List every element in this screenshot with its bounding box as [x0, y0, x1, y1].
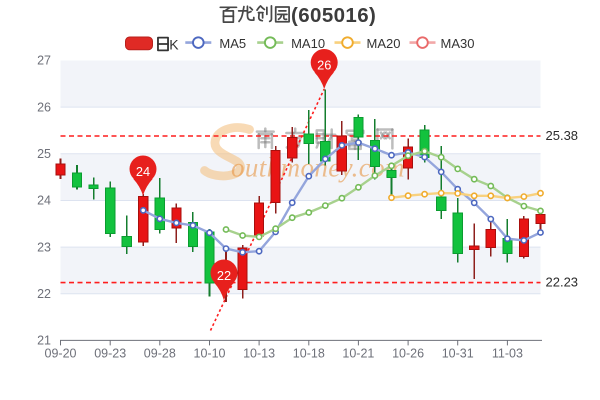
- svg-text:26: 26: [37, 100, 51, 114]
- svg-text:22.23: 22.23: [546, 275, 579, 290]
- svg-text:10-31: 10-31: [442, 347, 474, 361]
- svg-text:25: 25: [37, 147, 51, 161]
- svg-text:MA5: MA5: [219, 36, 246, 51]
- svg-text:22: 22: [37, 287, 51, 301]
- svg-text:23: 23: [37, 240, 51, 254]
- svg-text:10-18: 10-18: [293, 347, 325, 361]
- svg-text:10-13: 10-13: [243, 347, 275, 361]
- svg-text:26: 26: [317, 58, 331, 73]
- svg-text:22: 22: [217, 268, 231, 283]
- svg-text:(605016): (605016): [291, 4, 376, 27]
- svg-text:09-20: 09-20: [45, 347, 77, 361]
- svg-text:25.38: 25.38: [546, 128, 579, 143]
- svg-text:24: 24: [136, 164, 150, 179]
- svg-text:27: 27: [37, 54, 51, 68]
- svg-text:21: 21: [37, 334, 51, 348]
- svg-text:MA20: MA20: [367, 36, 401, 51]
- svg-text:11-03: 11-03: [492, 347, 523, 361]
- svg-text:10-10: 10-10: [194, 347, 226, 361]
- svg-text:09-28: 09-28: [144, 347, 176, 361]
- svg-text:MA10: MA10: [291, 36, 325, 51]
- svg-text:09-23: 09-23: [94, 347, 126, 361]
- svg-text:24: 24: [37, 194, 51, 208]
- svg-text:MA30: MA30: [441, 36, 475, 51]
- svg-text:10-21: 10-21: [342, 347, 374, 361]
- svg-text:K: K: [169, 36, 179, 52]
- svg-text:10-26: 10-26: [392, 347, 424, 361]
